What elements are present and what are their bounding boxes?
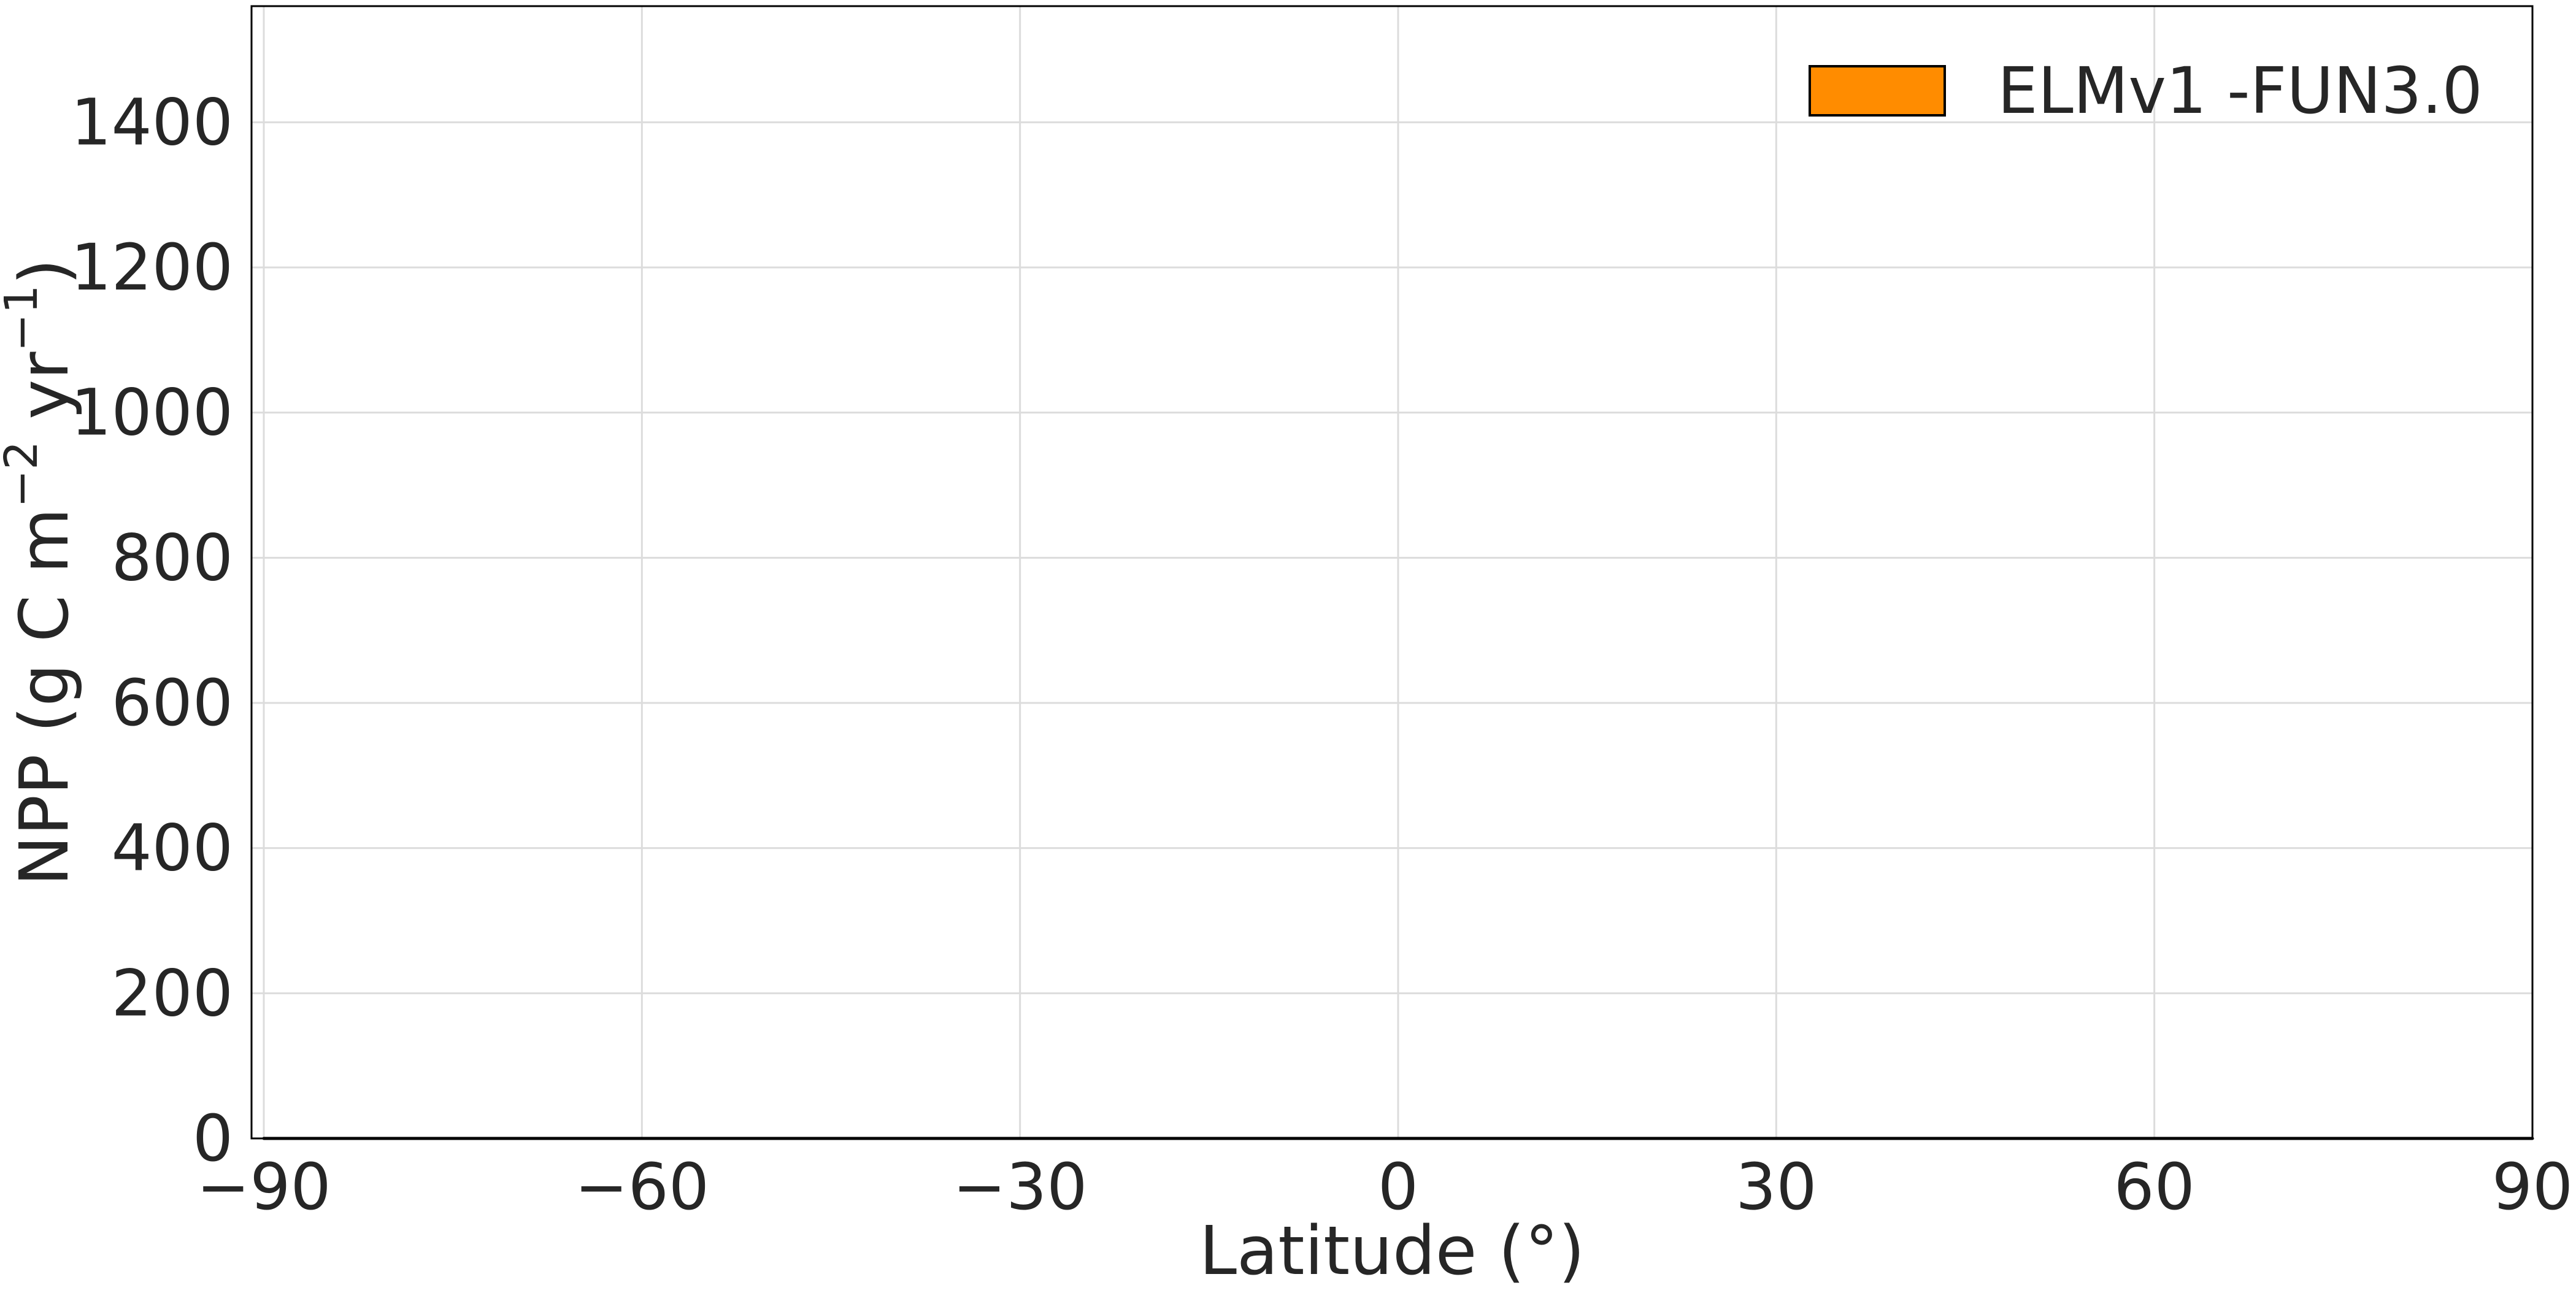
x-tick-label: 90 — [2492, 1149, 2573, 1224]
x-tick-label: 30 — [1736, 1149, 1817, 1224]
x-tick-label: −90 — [196, 1149, 331, 1224]
x-tick-label: 0 — [1378, 1149, 1418, 1224]
x-tick-label: 60 — [2113, 1149, 2194, 1224]
legend-swatch — [1809, 65, 1946, 117]
grid — [252, 6, 2534, 1140]
y-axis-title: NPP (g C m−2 yr−1) — [0, 259, 83, 886]
y-tick-label: 400 — [111, 811, 233, 886]
y-tick-label: 800 — [111, 520, 233, 595]
y-tick-label: 600 — [111, 666, 233, 740]
x-axis-title: Latitude (°) — [1199, 1211, 1585, 1290]
y-tick-label: 0 — [193, 1101, 233, 1176]
x-tick-label: −30 — [953, 1149, 1087, 1224]
plot-frame — [250, 5, 2534, 1140]
plot-area — [252, 6, 2532, 1138]
y-tick-label: 1200 — [71, 230, 233, 305]
x-tick-labels: −90 −60 −30 0 30 60 90 — [196, 1149, 2573, 1224]
y-tick-labels: 0 200 400 600 800 1000 1200 1400 — [71, 85, 233, 1176]
y-tick-label: 1000 — [71, 375, 233, 450]
y-tick-label: 200 — [111, 956, 233, 1030]
legend-label: ELMv1 -FUN3.0 — [1997, 53, 2483, 128]
legend: ELMv1 -FUN3.0 — [1809, 53, 2483, 128]
y-tick-label: 1400 — [71, 85, 233, 159]
x-tick-label: −60 — [575, 1149, 709, 1224]
